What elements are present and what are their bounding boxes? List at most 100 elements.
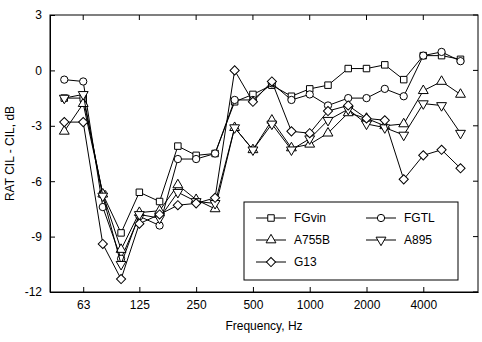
marker [135, 219, 144, 228]
marker [362, 114, 371, 123]
marker [380, 116, 389, 125]
tick: -6 [31, 175, 55, 189]
marker [192, 155, 199, 162]
tick-mark [139, 287, 140, 292]
marker [305, 129, 314, 138]
tick-mark [473, 125, 478, 126]
marker [363, 94, 370, 101]
marker [267, 121, 277, 130]
tick-label: -9 [31, 230, 42, 244]
marker [175, 143, 181, 149]
tick: 125 [130, 287, 150, 312]
tick-mark [366, 15, 367, 20]
marker [174, 155, 181, 162]
tick-label: 500 [243, 298, 263, 312]
marker [98, 239, 107, 248]
marker [118, 230, 124, 236]
tick-mark [310, 287, 311, 292]
tick-mark [473, 236, 478, 237]
marker [438, 48, 445, 55]
marker [231, 96, 238, 103]
marker [288, 96, 295, 103]
marker [399, 132, 409, 141]
legend-box [244, 202, 458, 280]
tick-mark [423, 15, 424, 20]
marker [456, 164, 465, 173]
tick-mark [309, 15, 310, 20]
marker [399, 118, 409, 127]
y-axis-title: RAT CIL - CIL, dB [3, 106, 17, 201]
marker [116, 274, 125, 283]
tick-mark [83, 15, 84, 20]
marker [323, 106, 332, 115]
tick-label: 250 [187, 298, 207, 312]
legend-label: FGvin [294, 211, 326, 225]
tick-label: 3 [35, 8, 42, 22]
plot: 63125250500100020004000-12-9-6-303FGvinF… [25, 8, 479, 311]
marker [248, 147, 258, 156]
marker [381, 85, 388, 92]
marker [173, 189, 183, 198]
marker [418, 101, 428, 110]
marker [400, 93, 407, 100]
tick-mark [50, 70, 55, 71]
marker [456, 89, 466, 98]
tick-mark [50, 237, 55, 238]
tick-mark [139, 15, 140, 20]
marker [456, 130, 466, 139]
tick-mark [83, 287, 84, 292]
tick-label: 2000 [354, 298, 381, 312]
marker [382, 62, 388, 68]
legend-marker [377, 214, 384, 221]
marker [400, 76, 406, 82]
marker [457, 58, 464, 65]
marker [155, 210, 164, 219]
legend-label: FGTL [404, 211, 435, 225]
marker [60, 118, 69, 127]
legend-label: A755B [294, 233, 330, 247]
marker [192, 199, 201, 208]
marker [191, 199, 201, 208]
legend-marker [266, 257, 275, 266]
marker [173, 201, 182, 210]
marker [211, 150, 218, 157]
marker [287, 127, 296, 136]
marker [399, 175, 408, 184]
x-axis: 63125250500100020004000 [51, 287, 479, 312]
data-area [59, 48, 465, 283]
tick: -3 [31, 119, 55, 133]
marker [437, 103, 447, 112]
marker [212, 150, 218, 156]
tick-label: 1000 [297, 298, 324, 312]
marker [230, 125, 240, 134]
marker [267, 77, 276, 86]
marker [437, 76, 447, 85]
tick: 2000 [354, 287, 381, 312]
marker [363, 65, 369, 71]
marker [418, 85, 428, 94]
marker [437, 145, 446, 154]
tick-label: 125 [130, 298, 150, 312]
marker [230, 66, 239, 75]
legend: FGvinFGTLA755BA895G13 [244, 202, 458, 280]
tick: 63 [77, 287, 91, 312]
tick-mark [196, 15, 197, 20]
marker [136, 189, 142, 195]
tick-mark [196, 287, 197, 292]
marker [80, 78, 87, 85]
tick: 1000 [297, 287, 324, 312]
marker [344, 101, 353, 110]
marker [78, 92, 88, 101]
tick-label: -3 [31, 119, 42, 133]
legend-label: A895 [404, 233, 432, 247]
tick-label: 0 [35, 64, 42, 78]
marker [248, 97, 257, 106]
tick-mark [252, 15, 253, 20]
tick-label: 63 [77, 298, 91, 312]
marker [287, 147, 297, 156]
marker [323, 117, 333, 126]
marker [420, 52, 426, 58]
marker [345, 65, 351, 71]
tick-mark [473, 181, 478, 182]
x-axis-title: Frequency, Hz [225, 319, 302, 333]
